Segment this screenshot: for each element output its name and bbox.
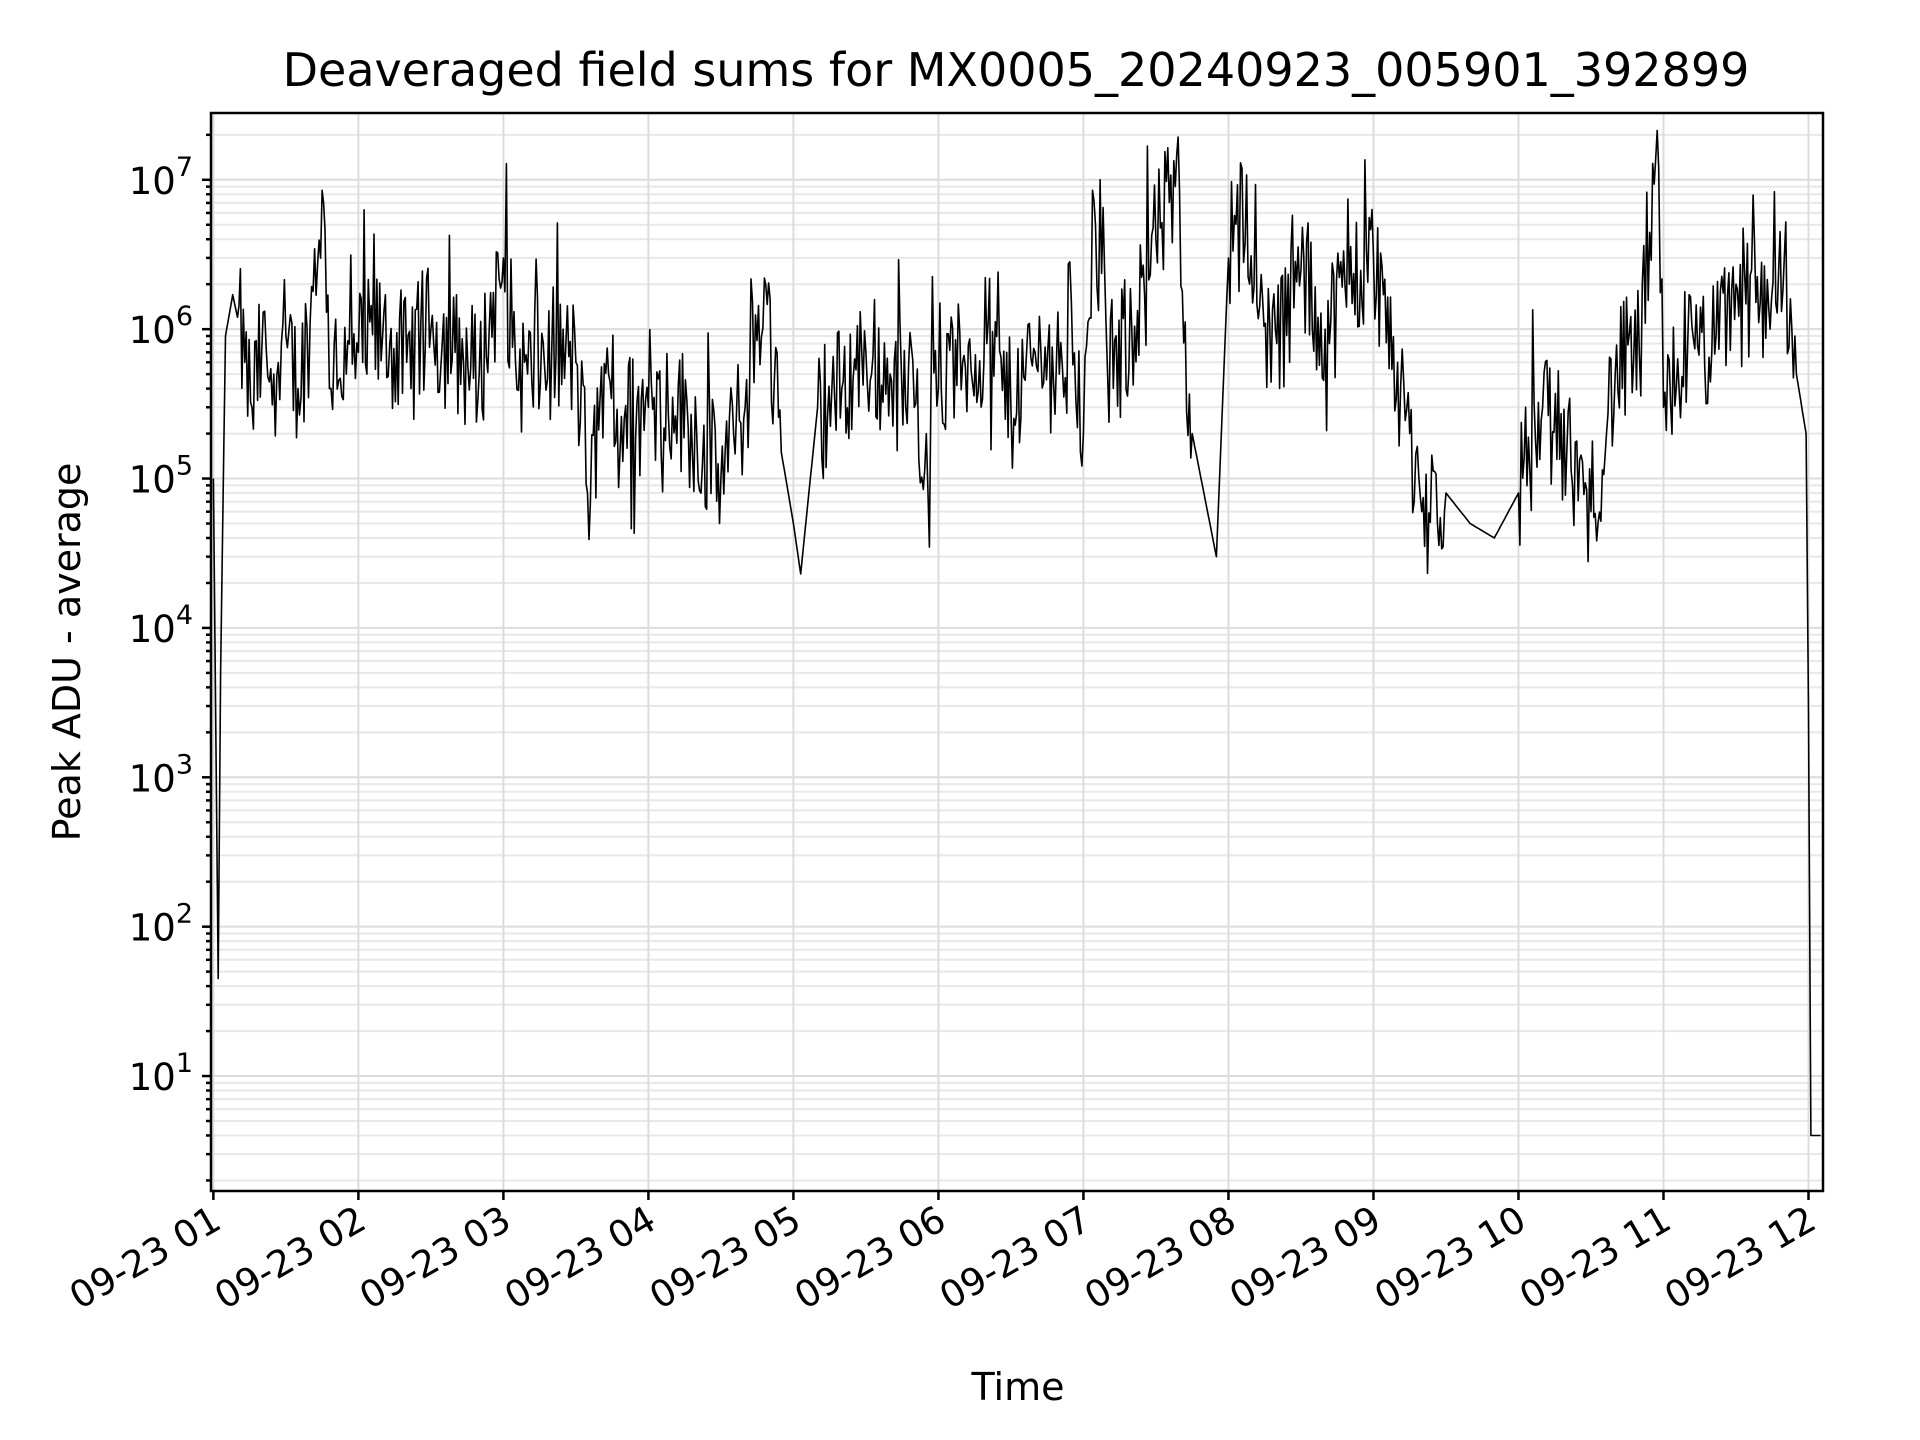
x-tick-label: 09-23 05 bbox=[642, 1198, 808, 1318]
chart-title: Deaveraged field sums for MX0005_2024092… bbox=[283, 43, 1750, 97]
x-tick-label: 09-23 02 bbox=[207, 1198, 373, 1318]
y-tick-label: 106 bbox=[129, 301, 193, 352]
y-tick-label: 104 bbox=[129, 600, 193, 651]
series-line bbox=[212, 129, 1821, 1137]
y-tick-label: 107 bbox=[129, 152, 193, 203]
x-tick-label: 09-23 07 bbox=[932, 1198, 1098, 1318]
x-tick-label: 09-23 10 bbox=[1367, 1198, 1533, 1318]
x-tick-label: 09-23 08 bbox=[1077, 1198, 1243, 1318]
y-tick-label: 105 bbox=[129, 451, 193, 502]
x-tick-label: 09-23 11 bbox=[1512, 1198, 1678, 1318]
x-tick-label: 09-23 06 bbox=[787, 1198, 953, 1318]
x-tick-label: 09-23 09 bbox=[1222, 1198, 1388, 1318]
grid bbox=[211, 113, 1823, 1191]
y-axis: 101 102 103 104 105 106 107 bbox=[129, 133, 211, 1182]
x-axis-label: Time bbox=[971, 1365, 1065, 1409]
x-tick-label: 09-23 12 bbox=[1657, 1198, 1823, 1318]
y-axis-label: Peak ADU - average bbox=[45, 463, 89, 842]
x-tick-label: 09-23 03 bbox=[352, 1198, 518, 1318]
x-tick-label: 09-23 04 bbox=[497, 1198, 663, 1318]
y-tick-label: 103 bbox=[129, 749, 193, 800]
y-tick-label: 101 bbox=[129, 1048, 193, 1099]
y-tick-label: 102 bbox=[129, 899, 193, 950]
x-tick-label: 09-23 01 bbox=[62, 1198, 228, 1318]
